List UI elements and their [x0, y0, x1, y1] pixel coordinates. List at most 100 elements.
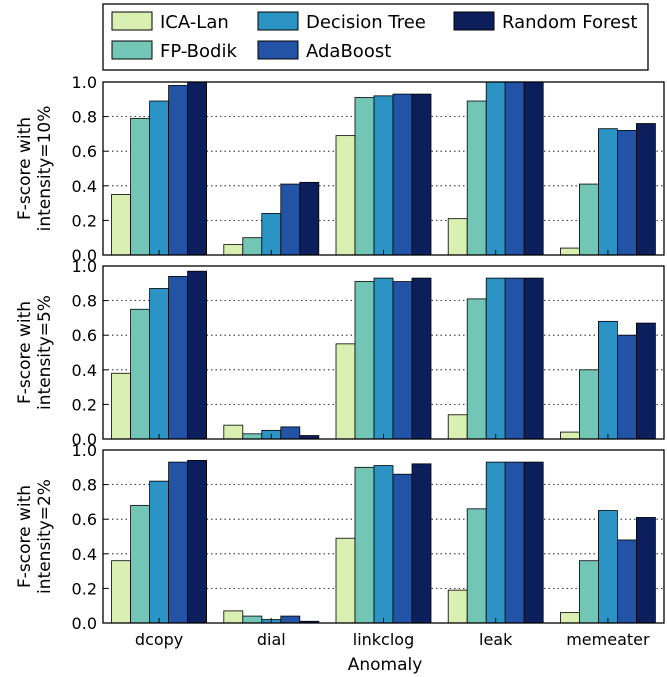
legend-label-random-forest: Random Forest	[502, 12, 637, 33]
bar-ica-lan-memeater	[560, 431, 580, 440]
chart-panels: 0.00.20.40.60.81.0F-score withintensity=…	[15, 73, 665, 649]
y-axis-label: F-score withintensity=5%	[15, 295, 55, 410]
y-tick-label: 0.8	[72, 292, 97, 311]
bar-random-forest-dcopy	[187, 270, 208, 440]
bar-fp-bodik-dcopy	[130, 117, 151, 256]
bar-adaboost-memeater	[617, 130, 637, 256]
x-tick-label-leak: leak	[479, 630, 513, 649]
bar-adaboost-linkclog	[392, 93, 413, 256]
bar-fp-bodik-dial	[242, 237, 263, 256]
bar-decision-tree-leak	[485, 461, 506, 624]
y-tick-label: 0.0	[72, 246, 97, 265]
legend: ICA-Lan FP-Bodik Decision Tree AdaBoost Rand…	[102, 3, 649, 71]
bar-ica-lan-linkclog	[335, 135, 356, 256]
legend-swatch-fp-bodik	[111, 40, 153, 60]
bar-adaboost-dial	[280, 426, 301, 440]
bar-fp-bodik-linkclog	[354, 466, 375, 624]
y-tick-label: 0.2	[72, 579, 97, 598]
bar-adaboost-leak	[504, 461, 525, 624]
bar-decision-tree-linkclog	[373, 465, 394, 624]
bar-random-forest-leak	[523, 81, 544, 256]
bar-decision-tree-dcopy	[149, 288, 170, 440]
bar-random-forest-memeater	[636, 322, 656, 440]
bar-fp-bodik-memeater	[579, 183, 599, 256]
bar-adaboost-linkclog	[392, 281, 413, 440]
y-tick-label: 0.2	[72, 395, 97, 414]
y-tick-label: 0.6	[72, 142, 97, 161]
bar-fp-bodik-dial	[242, 433, 263, 440]
y-axis-label-line-2: intensity=5%	[35, 295, 55, 410]
bar-adaboost-leak	[504, 277, 525, 440]
y-axis-label: F-score withintensity=2%	[15, 479, 55, 594]
bar-decision-tree-leak	[485, 277, 506, 440]
bar-adaboost-linkclog	[392, 473, 413, 624]
y-axis-label-line-2: intensity=2%	[35, 479, 55, 594]
bar-ica-lan-memeater	[560, 612, 580, 624]
panel-2: 0.0 0.2 0.4 0.6 0.8 1.0 F-score withintensity=…	[15, 257, 665, 449]
bar-ica-lan-leak	[447, 589, 468, 624]
legend-label-ica-lan: ICA-Lan	[160, 12, 229, 33]
y-axis-label: F-score withintensity=10%	[15, 106, 55, 232]
x-tick-label-dcopy: dcopy	[135, 630, 183, 649]
bar-random-forest-memeater	[636, 517, 656, 624]
panel-frame	[102, 449, 665, 624]
bar-decision-tree-dial	[261, 213, 282, 256]
legend-swatch-random-forest	[453, 11, 495, 31]
bar-adaboost-leak	[504, 81, 525, 256]
bar-ica-lan-dial	[223, 244, 244, 256]
bar-random-forest-dial	[299, 181, 320, 256]
y-axis-label-line-1: F-score with	[15, 485, 35, 588]
bar-adaboost-memeater	[617, 539, 637, 624]
bar-adaboost-dial	[280, 615, 301, 624]
bar-random-forest-memeater	[636, 123, 656, 256]
x-tick-label-linkclog: linkclog	[353, 630, 414, 649]
bar-random-forest-linkclog	[411, 93, 432, 256]
legend-label-fp-bodik: FP-Bodik	[160, 41, 237, 62]
y-axis-label-line-1: F-score with	[15, 117, 35, 220]
bar-adaboost-dial	[280, 183, 301, 256]
bar-ica-lan-leak	[447, 218, 468, 256]
bar-fp-bodik-dcopy	[130, 504, 151, 624]
bar-decision-tree-linkclog	[373, 277, 394, 440]
bar-fp-bodik-dcopy	[130, 308, 151, 440]
panel-3: 0.0 0.2 0.4 0.6 0.8 1.0 F-score withintensity=…	[15, 441, 665, 633]
bar-fp-bodik-dial	[242, 615, 263, 624]
y-tick-label: 0.4	[72, 177, 97, 196]
bar-decision-tree-leak	[485, 81, 506, 256]
y-tick-label: 1.0	[72, 257, 97, 276]
bar-ica-lan-memeater	[560, 247, 580, 256]
y-tick-label: 0.0	[72, 614, 97, 633]
bar-ica-lan-dcopy	[111, 194, 131, 256]
y-tick-label: 0.2	[72, 211, 97, 230]
y-tick-label: 0.0	[72, 430, 97, 449]
y-tick-label: 1.0	[72, 441, 97, 460]
legend-frame	[102, 3, 649, 71]
bar-random-forest-dcopy	[187, 459, 208, 624]
x-tick-label-memeater: memeater	[566, 630, 650, 649]
panel-frame	[102, 81, 665, 256]
legend-swatch-decision-tree	[257, 11, 299, 31]
bar-ica-lan-linkclog	[335, 343, 356, 440]
bar-fp-bodik-leak	[466, 508, 487, 624]
legend-label-adaboost: AdaBoost	[306, 41, 391, 62]
bar-random-forest-linkclog	[411, 463, 432, 624]
legend-swatch-adaboost	[257, 40, 299, 60]
x-tick-label-dial: dial	[257, 630, 286, 649]
bar-fp-bodik-leak	[466, 100, 487, 256]
bar-ica-lan-leak	[447, 414, 468, 440]
y-axis-label-line-2: intensity=10%	[35, 106, 55, 232]
legend-label-decision-tree: Decision Tree	[306, 12, 426, 33]
bar-fp-bodik-linkclog	[354, 281, 375, 440]
panel-frame	[102, 265, 665, 440]
bar-random-forest-linkclog	[411, 277, 432, 440]
bar-decision-tree-memeater	[598, 320, 618, 440]
y-tick-label: 0.6	[72, 326, 97, 345]
bar-decision-tree-dcopy	[149, 480, 170, 624]
y-axis-label-line-1: F-score with	[15, 301, 35, 404]
y-tick-label: 0.6	[72, 510, 97, 529]
bar-adaboost-dcopy	[168, 461, 189, 624]
bar-decision-tree-dcopy	[149, 100, 170, 256]
bar-ica-lan-linkclog	[335, 537, 356, 624]
bar-adaboost-memeater	[617, 334, 637, 440]
